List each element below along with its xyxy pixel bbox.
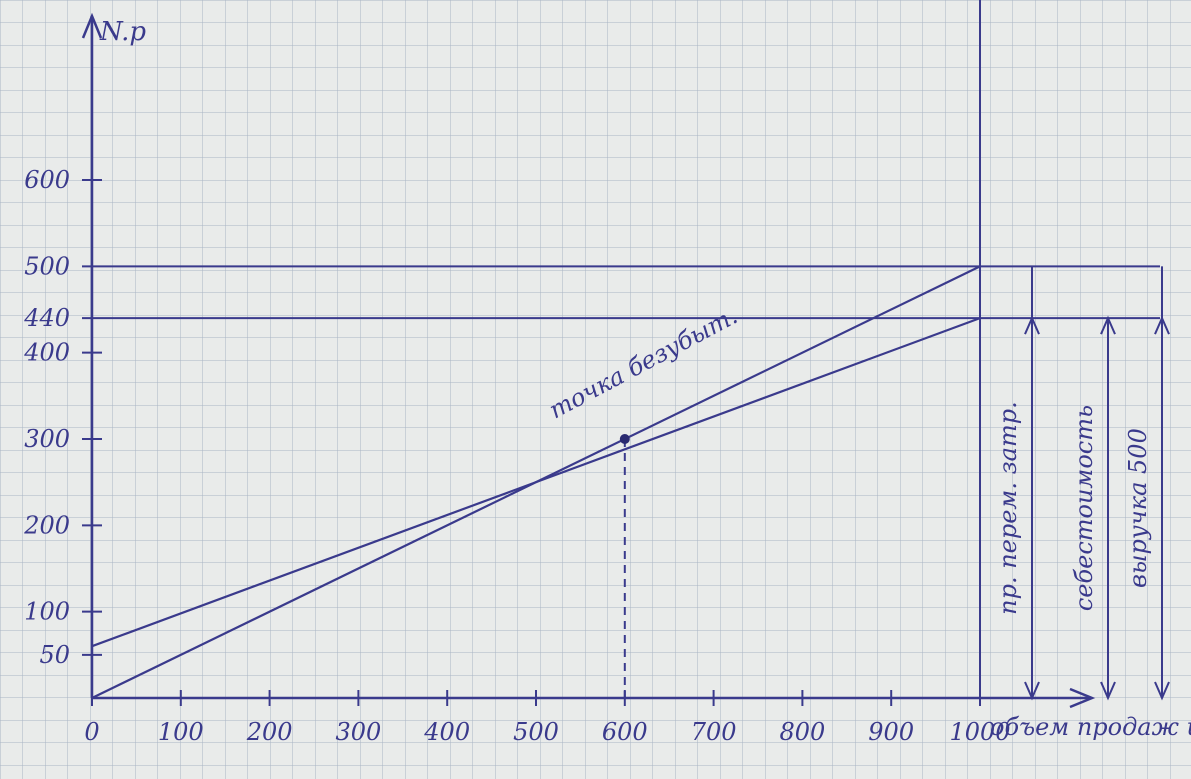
y-tick-label-50: 50 xyxy=(39,641,70,669)
y-tick-label-300: 300 xyxy=(24,425,70,453)
x-tick-label-500: 500 xyxy=(513,718,559,746)
x-tick-label-700: 700 xyxy=(691,718,737,746)
x-tick-label-100: 100 xyxy=(158,718,204,746)
y-tick-label-440: 440 xyxy=(23,304,70,332)
annotation-arrowhead-bottom-2 xyxy=(1154,681,1170,701)
y-tick-label-600: 600 xyxy=(24,166,70,194)
annotation-arrowhead-top-1 xyxy=(1100,315,1116,335)
x-tick-label-400: 400 xyxy=(423,718,470,746)
x-tick-label-300: 300 xyxy=(335,718,381,746)
annotation-label-1: себестоимость xyxy=(1070,405,1098,611)
x-tick-label-600: 600 xyxy=(602,718,648,746)
x-tick-label-800: 800 xyxy=(779,718,825,746)
annotation-arrowhead-bottom-1 xyxy=(1100,681,1116,701)
annotation-arrowhead-bottom-0 xyxy=(1024,681,1040,701)
annotation-label-2: выручка 500 xyxy=(1124,428,1152,588)
y-tick-label-500: 500 xyxy=(24,252,70,280)
x-tick-label-1000: 1000 xyxy=(949,718,1010,746)
y-axis-arrow xyxy=(81,12,103,39)
series-line-1 xyxy=(91,317,981,648)
y-tick-label-400: 400 xyxy=(23,339,70,367)
breakeven-point xyxy=(619,434,630,444)
y-axis-label: N.р xyxy=(99,17,146,47)
x-axis-label: объем продаж шт. xyxy=(990,713,1191,741)
x-axis-arrow xyxy=(1069,687,1096,709)
annotation-label-0: пр. перем. затр. xyxy=(994,401,1022,615)
y-tick-label-200: 200 xyxy=(23,511,70,539)
x-tick-label-0: 0 xyxy=(84,718,99,746)
x-tick-label-200: 200 xyxy=(246,718,293,746)
y-tick-label-100: 100 xyxy=(24,598,70,626)
x-tick-label-900: 900 xyxy=(868,718,914,746)
